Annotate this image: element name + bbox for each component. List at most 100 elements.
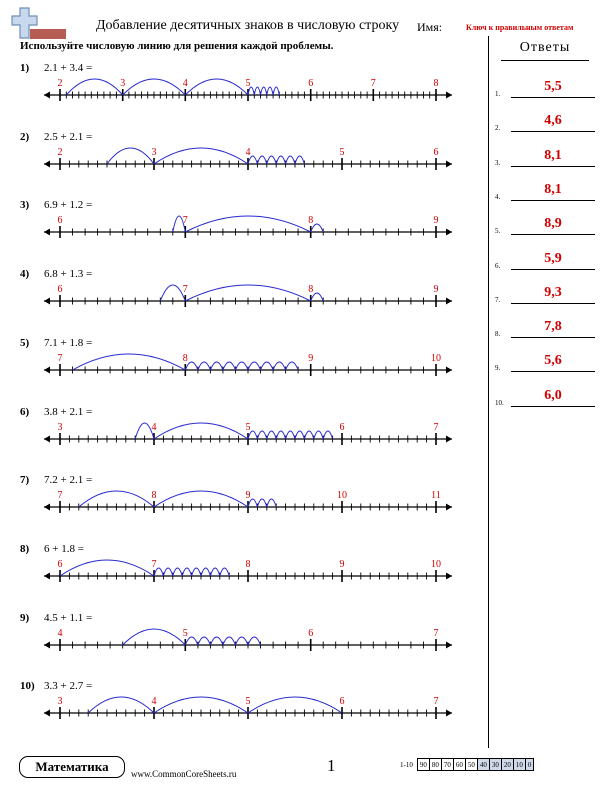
right-arrow-icon [446, 435, 452, 442]
answer-value: 4,6 [544, 113, 562, 129]
answer-value: 5,5 [544, 79, 562, 94]
tick-label: 6 [58, 559, 63, 570]
jump-arc [266, 86, 274, 96]
problem-number: 4) [20, 268, 30, 281]
answer-number: 4. [495, 192, 501, 201]
jump-arc [275, 430, 287, 439]
problem-number: 7) [20, 474, 30, 487]
jump-arc [184, 636, 199, 645]
jump-arc [253, 86, 261, 96]
answer-line [511, 97, 595, 98]
answer-line [511, 371, 595, 373]
tick-label: 8 [152, 490, 157, 501]
tick-label: 7 [371, 78, 376, 89]
answers-divider [501, 60, 589, 61]
answer-line [511, 165, 595, 167]
answer-row: 6. 5,9 [495, 250, 595, 270]
left-arrow-icon [44, 297, 50, 305]
jump-arc [294, 430, 305, 439]
answer-number: 5. [495, 227, 501, 236]
tick-label: 5 [183, 628, 188, 639]
score-cell: 30 [488, 758, 502, 771]
tick-label: 4 [152, 422, 157, 433]
jump-arc [310, 292, 324, 302]
tick-label: 4 [152, 696, 157, 707]
problem-number: 5) [20, 336, 30, 349]
problem: 1) 2.1 + 3.4 = 2 3 4 5 6 7 8 [0, 62, 480, 130]
right-arrow-icon [446, 297, 452, 305]
answer-row: 7. 9,3 [495, 284, 595, 304]
tick-label: 5 [340, 147, 345, 158]
jump-arc [247, 696, 343, 714]
jump-arc [197, 361, 211, 370]
answer-number: 8. [495, 330, 501, 339]
answer-line [511, 405, 595, 407]
jump-arc [209, 567, 221, 577]
jump-arc [322, 430, 334, 439]
answer-value: 8,1 [544, 147, 562, 163]
tick-label: 7 [152, 559, 157, 570]
answer-row: 4. 8,1 [495, 181, 595, 201]
answer-line [511, 131, 595, 133]
answer-value: 6,0 [544, 387, 562, 403]
left-arrow-icon [44, 366, 50, 374]
jump-arc [87, 696, 155, 714]
jump-arc [266, 155, 277, 164]
page-title: Добавление десятичных знаков в числовую … [96, 18, 400, 33]
answer-number: 7. [495, 295, 501, 304]
tick-label: 4 [246, 147, 251, 158]
tick-label: 6 [340, 422, 345, 433]
jump-arc [247, 636, 261, 645]
score-cell: 40 [476, 758, 490, 771]
right-arrow-icon [446, 503, 452, 511]
jump-arc [247, 498, 258, 508]
right-arrow-icon [446, 366, 452, 374]
left-arrow-icon [44, 572, 50, 580]
tick-label: 2 [58, 78, 63, 89]
right-arrow-icon [446, 572, 452, 580]
tick-label: 9 [434, 215, 439, 226]
jump-arc [184, 361, 199, 370]
jump-arc [235, 361, 249, 370]
left-arrow-icon [44, 709, 50, 717]
answer-row: 1. 5,5 [495, 78, 595, 98]
answer-row: 9. 5,6 [495, 352, 595, 373]
tick-label: 7 [434, 422, 439, 433]
problem-number: 10) [20, 680, 35, 693]
tick-label: 9 [308, 353, 313, 364]
jump-arc [247, 155, 258, 164]
jump-arc [266, 498, 277, 508]
jump-arc [185, 215, 311, 233]
problem-expression: 6.8 + 1.3 = [44, 268, 93, 281]
jump-arc [209, 636, 224, 645]
right-arrow-icon [446, 228, 452, 236]
answer-row: 10. 6,0 [495, 387, 595, 407]
jump-arc [159, 284, 186, 302]
left-arrow-icon [44, 91, 50, 99]
name-label: Имя: [417, 20, 443, 34]
tick-label: 7 [434, 628, 439, 639]
problem-expression: 6.9 + 1.2 = [44, 199, 93, 212]
problem-number: 8) [20, 542, 30, 555]
problem: 7) 7.2 + 2.1 = 7 8 9 10 11 [0, 474, 480, 542]
number-line: 6 7 8 9 [44, 284, 452, 308]
answer-row: 3. 8,1 [495, 147, 595, 167]
jump-arc [272, 86, 280, 96]
problem-number: 6) [20, 405, 30, 418]
answer-value: 5,9 [544, 250, 562, 266]
tick-label: 2 [58, 147, 63, 158]
jump-arc [294, 155, 305, 164]
score-cell: 20 [500, 758, 514, 771]
problem-expression: 7.2 + 2.1 = [44, 474, 93, 487]
problem: 9) 4.5 + 1.1 = 4 5 6 7 [0, 612, 480, 680]
tick-label: 8 [308, 215, 313, 226]
answer-row: 5. 8,9 [495, 215, 595, 236]
tick-label: 4 [183, 78, 188, 89]
tick-label: 6 [308, 78, 313, 89]
tick-label: 5 [246, 696, 251, 707]
tick-label: 7 [58, 353, 63, 364]
jump-arc [260, 361, 274, 370]
answer-row: 8. 7,8 [495, 318, 595, 339]
answer-line [511, 302, 595, 304]
tick-label: 11 [431, 490, 441, 501]
